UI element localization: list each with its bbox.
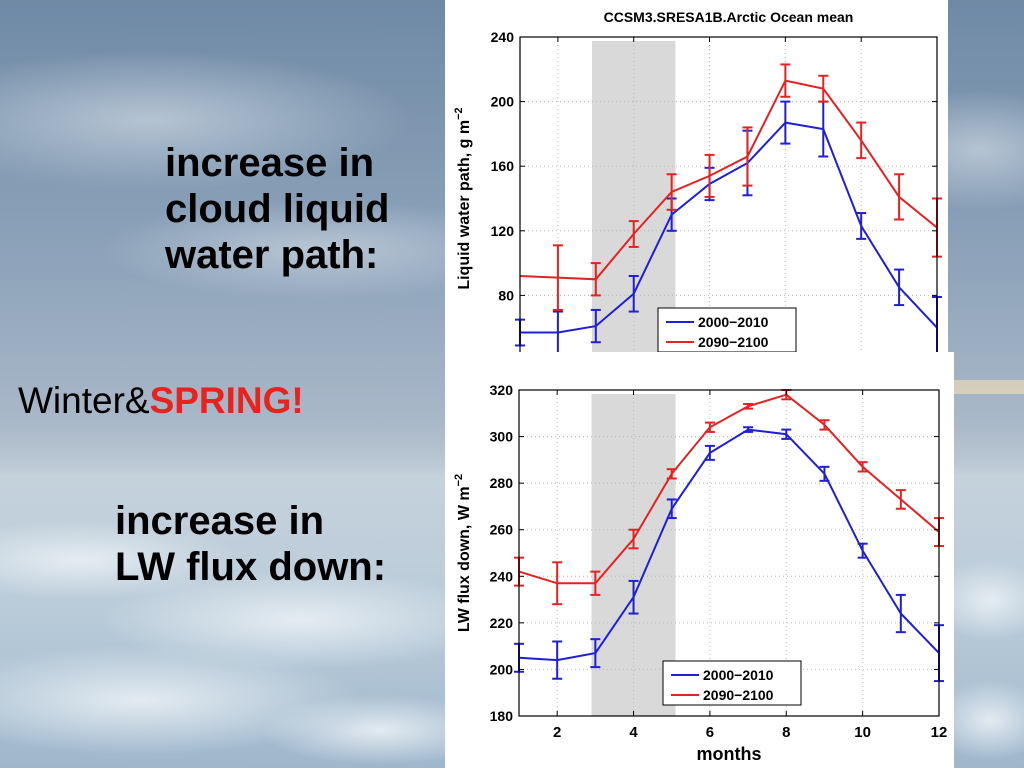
error-bar xyxy=(743,402,754,410)
text-line: increase in xyxy=(115,499,325,543)
y-tick-label: 120 xyxy=(491,223,515,239)
series-line xyxy=(518,393,940,585)
y-tick-label: 200 xyxy=(490,661,514,677)
error-bar xyxy=(590,262,601,297)
y-axis-label: Liquid water path, g m−2 xyxy=(453,107,473,289)
x-tick-label: 8 xyxy=(782,724,790,741)
error-bar xyxy=(818,74,829,103)
y-axis-label-superscript: −2 xyxy=(453,107,465,120)
y-axis-label-main: LW flux down, W m xyxy=(456,486,473,632)
error-bar xyxy=(666,468,677,480)
error-bar xyxy=(742,126,753,187)
y-tick-label: 80 xyxy=(498,287,514,303)
error-bar xyxy=(666,498,677,520)
error-bar xyxy=(552,244,563,311)
series-line xyxy=(518,428,940,662)
error-bar xyxy=(552,561,563,606)
series-line xyxy=(520,121,938,334)
y-tick-label: 220 xyxy=(490,615,514,631)
error-bar xyxy=(704,444,715,461)
x-tick-label: 6 xyxy=(706,724,714,741)
error-bar xyxy=(628,220,639,248)
series-line xyxy=(519,79,938,281)
y-tick-label: 240 xyxy=(490,568,514,584)
legend-box xyxy=(662,660,802,706)
y-tick-label: 260 xyxy=(490,522,514,538)
y-tick-label: 320 xyxy=(490,382,514,398)
y-tick-label: 180 xyxy=(490,708,514,724)
y-axis-label-superscript: −2 xyxy=(453,474,465,487)
error-bar xyxy=(552,640,563,680)
legend: 2000−2010 2090−2100 xyxy=(657,307,797,353)
x-tick-label: 12 xyxy=(931,724,948,741)
error-bar xyxy=(819,465,830,482)
legend-label: 2000−2010 xyxy=(703,667,774,683)
text-accent: SPRING! xyxy=(149,380,304,421)
error-bar xyxy=(780,63,791,98)
text-winter-spring: Winter&SPRING! xyxy=(18,380,304,423)
text-line: increase in xyxy=(165,141,375,185)
error-bar xyxy=(780,100,791,145)
error-bar xyxy=(628,579,639,615)
text-cloud-liquid: increase in cloud liquid water path: xyxy=(165,140,389,278)
x-tick-label: 10 xyxy=(854,724,871,741)
error-bar xyxy=(590,308,601,344)
x-axis-label: months xyxy=(697,744,762,764)
axes-frame xyxy=(518,389,940,717)
text-line: LW flux down: xyxy=(115,545,387,589)
error-bar xyxy=(666,173,677,211)
text-line: cloud liquid xyxy=(165,187,390,231)
y-tick-label: 160 xyxy=(491,158,515,174)
chart-panel-lwp: 246810124080120160200240CCSM3.SRESA1B.Ar… xyxy=(445,0,948,388)
chart-title: CCSM3.SRESA1B.Arctic Ocean mean xyxy=(604,9,854,25)
x-tick-label: 2 xyxy=(553,724,561,741)
x-tick-label: 4 xyxy=(629,724,638,741)
chart-lwflux: 2 4 6 8 10 12 180 200 220 240 260 280 300 320 months LW… xyxy=(453,382,948,764)
error-bar xyxy=(590,570,601,596)
legend-label: 2090−2100 xyxy=(703,687,774,703)
legend: 2000−2010 2090−2100 xyxy=(662,660,802,706)
y-axis-label: LW flux down, W m−2 xyxy=(453,474,473,632)
error-bar xyxy=(856,121,867,160)
error-bar xyxy=(894,268,905,307)
error-bar xyxy=(856,212,867,240)
legend-label: 2090−2100 xyxy=(698,334,769,350)
chart-panel-lwflux: 2 4 6 8 10 12 180 200 220 240 260 280 300 320 months LW… xyxy=(445,352,954,768)
error-bar xyxy=(590,638,601,669)
y-tick-label: 240 xyxy=(491,29,515,45)
error-bar xyxy=(704,421,715,433)
y-axis-label-main: Liquid water path, g m xyxy=(456,120,473,290)
text-prefix: Winter& xyxy=(18,380,150,421)
legend-box xyxy=(657,307,797,353)
y-tick-label: 200 xyxy=(491,94,515,110)
error-bar xyxy=(704,153,715,198)
error-bar xyxy=(895,489,906,510)
error-bar xyxy=(628,528,639,550)
error-bar xyxy=(819,419,830,431)
y-tick-label: 280 xyxy=(490,475,514,491)
error-bar xyxy=(743,426,754,433)
error-bar xyxy=(781,428,792,440)
error-bar xyxy=(894,173,905,221)
text-lw-flux: increase in LW flux down: xyxy=(115,498,386,590)
chart-lwp: 246810124080120160200240CCSM3.SRESA1B.Ar… xyxy=(453,9,945,385)
error-bar xyxy=(857,461,868,473)
text-line: water path: xyxy=(165,233,379,277)
legend-label: 2000−2010 xyxy=(698,314,769,330)
error-bar xyxy=(857,542,868,559)
error-bar xyxy=(895,593,906,634)
error-bar xyxy=(628,275,639,313)
y-tick-label: 300 xyxy=(490,429,514,445)
